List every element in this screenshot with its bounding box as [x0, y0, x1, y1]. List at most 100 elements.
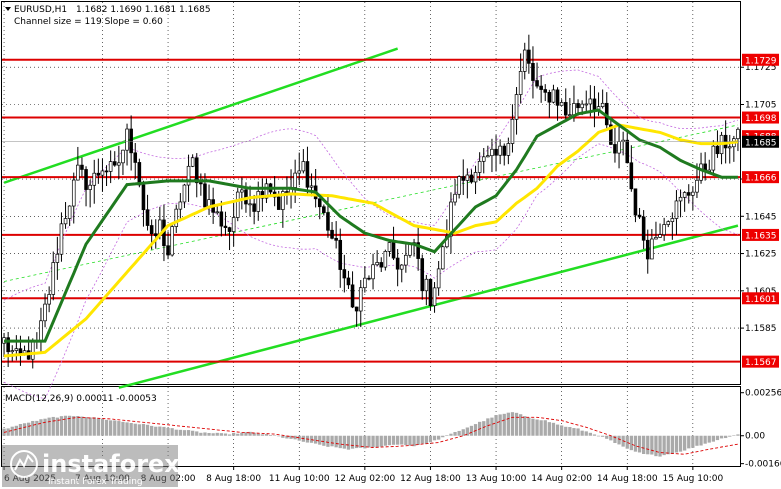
candle-body	[137, 162, 142, 186]
macd-histogram-bar	[584, 431, 588, 436]
macd-histogram-bar	[125, 422, 129, 436]
candle-body	[481, 156, 486, 162]
macd-histogram-bar	[240, 432, 244, 436]
macd-histogram-bar	[141, 423, 146, 436]
macd-title: MACD(12,26,9) 0.00011 -0.00053	[5, 394, 157, 404]
dropdown-triangle-icon[interactable]	[5, 7, 11, 11]
grid-lines	[2, 2, 740, 466]
macd-histogram-bar	[334, 435, 338, 448]
macd-histogram-bar	[264, 433, 269, 436]
macd-histogram-bar	[498, 414, 502, 436]
macd-histogram-bar	[178, 429, 182, 436]
y-tick-label: 1.1585	[745, 324, 777, 334]
candle-body	[235, 191, 240, 218]
macd-histogram-bar	[482, 421, 486, 436]
macd-histogram-bar	[428, 435, 433, 443]
candle-body	[637, 214, 642, 218]
y-tick-label: 1.1645	[745, 212, 777, 222]
macd-histogram-bar	[68, 415, 72, 436]
candle-body	[592, 98, 597, 111]
level-label-bg	[742, 228, 779, 241]
candle-body	[580, 103, 584, 109]
macd-histogram-bar	[39, 419, 43, 436]
watermark-brand: instaforex	[42, 450, 180, 478]
x-tick-label: 8 Aug 18:00	[206, 474, 261, 484]
macd-histogram-bar	[227, 434, 232, 436]
macd-histogram-bar	[174, 429, 178, 436]
macd-histogram-bar	[691, 435, 695, 448]
macd-histogram-bar	[219, 433, 223, 436]
candle-body	[674, 200, 679, 219]
macd-histogram-bar	[260, 434, 264, 436]
macd-histogram-bar	[432, 435, 437, 441]
macd-signal-line	[3, 416, 738, 455]
macd-histogram-bar	[543, 420, 547, 436]
candle-body	[420, 258, 425, 292]
candle-body	[408, 243, 412, 256]
macd-histogram-bar	[129, 422, 133, 436]
macd-histogram-bar	[43, 418, 47, 436]
macd-histogram-bar	[527, 417, 531, 436]
macd-histogram-bar	[342, 435, 346, 449]
candle-body	[453, 193, 457, 203]
macd-histogram-bar	[207, 432, 211, 436]
macd-histogram-bar	[678, 435, 683, 452]
candle-body	[125, 128, 129, 151]
macd-y-tick-label: 0.00	[745, 432, 765, 442]
candle-body	[404, 254, 408, 266]
candle-body	[170, 226, 174, 256]
channel-line	[3, 47, 399, 184]
level-label: 1.1567	[745, 358, 777, 368]
candle-body	[629, 162, 634, 190]
channel-size-label: Channel size = 119 Slope = 0.60	[14, 17, 163, 27]
macd-histogram-bar	[166, 427, 170, 436]
level-label: 1.1729	[745, 56, 777, 66]
candle-body	[522, 49, 527, 72]
macd-histogram-bar	[150, 425, 154, 436]
candle-body	[264, 183, 269, 199]
candle-body	[199, 182, 203, 185]
candle-body	[59, 223, 64, 255]
macd-histogram-bar	[137, 424, 141, 436]
candle-body	[166, 245, 170, 256]
candle-body	[736, 128, 740, 140]
candle-body	[108, 161, 113, 172]
macd-histogram-bar	[133, 423, 137, 436]
candle-body	[625, 139, 630, 164]
level-label-bg	[742, 292, 779, 305]
macd-histogram-bar	[445, 435, 449, 436]
candle-body	[428, 278, 433, 306]
level-label: 1.1666	[745, 174, 777, 184]
candle-body	[555, 89, 560, 106]
macd-histogram-bar	[605, 435, 609, 439]
macd-plot-frame	[1, 386, 741, 467]
candle-body	[621, 139, 625, 142]
candle-body	[469, 174, 474, 183]
macd-histogram-bar	[547, 422, 551, 436]
candle-body	[30, 340, 35, 360]
macd-histogram-bar	[674, 435, 679, 453]
candle-body	[682, 192, 687, 198]
candle-body	[432, 287, 437, 306]
macd-histogram-bar	[695, 435, 699, 446]
macd-histogram-bar	[182, 430, 187, 436]
candle-body	[55, 253, 60, 263]
candle-body	[670, 218, 675, 222]
price-level-labels: 1.16881.17291.16981.16661.16351.16011.15…	[2, 53, 779, 368]
moving-average-slow	[3, 123, 739, 358]
candle-body	[96, 172, 101, 176]
macd-histogram-bar	[170, 428, 174, 436]
macd-histogram-bar	[654, 435, 658, 457]
macd-histogram-bar	[412, 435, 416, 447]
macd-histogram-bar	[281, 435, 285, 438]
macd-histogram-bar	[96, 418, 100, 436]
candle-body	[666, 221, 671, 225]
macd-histogram-bar	[211, 433, 215, 436]
candle-body	[100, 170, 105, 176]
candle-body	[609, 124, 613, 145]
candle-body	[584, 103, 589, 106]
macd-histogram-bar	[469, 425, 474, 436]
macd-histogram-bar	[486, 418, 490, 436]
x-tick-label: 14 Aug 18:00	[597, 474, 658, 484]
macd-histogram-bar	[55, 417, 59, 436]
